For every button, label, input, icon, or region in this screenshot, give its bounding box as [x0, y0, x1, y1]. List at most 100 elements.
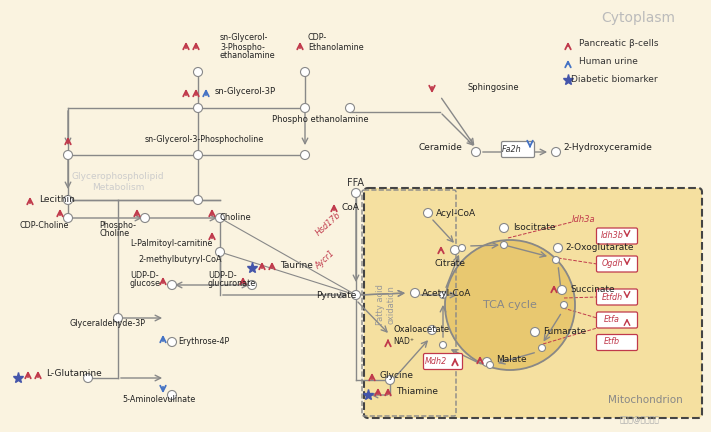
Circle shape — [351, 188, 360, 197]
Text: Acetyl-CoA: Acetyl-CoA — [422, 289, 471, 298]
Circle shape — [247, 280, 257, 289]
Circle shape — [410, 289, 419, 298]
Text: glucose: glucose — [130, 280, 161, 289]
Text: 2-Oxoglutarate: 2-Oxoglutarate — [565, 244, 634, 252]
Text: Phospho ethanolamine: Phospho ethanolamine — [272, 115, 368, 124]
Text: Human urine: Human urine — [579, 57, 638, 67]
Text: Oxaloacetate: Oxaloacetate — [393, 325, 449, 334]
Text: sn-Glycerol-3P: sn-Glycerol-3P — [215, 88, 276, 96]
Circle shape — [63, 196, 73, 204]
Text: 2-methylbutyryl-CoA: 2-methylbutyryl-CoA — [138, 255, 222, 264]
FancyBboxPatch shape — [597, 256, 638, 272]
Text: Idh3a: Idh3a — [572, 216, 596, 225]
Text: Etfdh: Etfdh — [602, 292, 623, 302]
Circle shape — [215, 213, 225, 222]
Circle shape — [483, 358, 491, 366]
Circle shape — [530, 327, 540, 337]
Circle shape — [424, 209, 432, 217]
Text: Fatty acid
oxidation: Fatty acid oxidation — [376, 285, 396, 325]
Text: Glycine: Glycine — [380, 372, 414, 381]
Circle shape — [168, 337, 176, 346]
Text: Sphingosine: Sphingosine — [468, 83, 520, 92]
Text: L-Palmitoyl-carnitine: L-Palmitoyl-carnitine — [130, 238, 213, 248]
Text: L-Glutamine: L-Glutamine — [46, 369, 102, 378]
Text: TCA cycle: TCA cycle — [483, 300, 537, 310]
FancyBboxPatch shape — [501, 142, 535, 158]
Circle shape — [500, 223, 508, 232]
Circle shape — [301, 150, 309, 159]
Circle shape — [439, 292, 447, 299]
Circle shape — [557, 286, 567, 295]
Circle shape — [301, 67, 309, 76]
Text: 搜狐号@欧导生利: 搜狐号@欧导生利 — [620, 416, 660, 425]
FancyBboxPatch shape — [597, 228, 638, 244]
Text: Etfa: Etfa — [604, 315, 620, 324]
Text: 3-Phospho-: 3-Phospho- — [220, 42, 265, 51]
Text: Fa2h: Fa2h — [502, 144, 522, 153]
Text: Hsd17b: Hsd17b — [314, 210, 343, 238]
Text: Diabetic biomarker: Diabetic biomarker — [571, 76, 657, 85]
Circle shape — [301, 104, 309, 112]
Circle shape — [552, 147, 560, 156]
Text: Idh3b: Idh3b — [601, 232, 624, 241]
Text: Citrate: Citrate — [434, 258, 466, 267]
Text: Cytoplasm: Cytoplasm — [601, 11, 675, 25]
Circle shape — [63, 150, 73, 159]
Text: Mdh2: Mdh2 — [425, 356, 447, 365]
Text: Taurine: Taurine — [280, 260, 313, 270]
Text: UDP-D-: UDP-D- — [208, 271, 237, 280]
FancyBboxPatch shape — [424, 353, 462, 369]
Text: Pyruvate: Pyruvate — [316, 290, 356, 299]
Circle shape — [193, 104, 203, 112]
Circle shape — [168, 280, 176, 289]
Circle shape — [351, 290, 360, 299]
Circle shape — [459, 245, 466, 251]
Circle shape — [193, 67, 203, 76]
Text: NAD⁺: NAD⁺ — [393, 337, 414, 346]
Circle shape — [385, 375, 395, 384]
Text: Lecithin: Lecithin — [39, 196, 75, 204]
Text: sn-Glycerol-: sn-Glycerol- — [220, 34, 268, 42]
Text: CDP-Choline: CDP-Choline — [20, 222, 70, 231]
Circle shape — [553, 244, 562, 252]
Text: Glycerophospholipid
Metabolism: Glycerophospholipid Metabolism — [72, 172, 164, 192]
Circle shape — [193, 150, 203, 159]
Text: UDP-D-: UDP-D- — [130, 271, 159, 280]
Circle shape — [538, 344, 545, 352]
Text: sn-Glycerol-3-Phosphocholine: sn-Glycerol-3-Phosphocholine — [145, 136, 264, 144]
Circle shape — [141, 213, 149, 222]
Circle shape — [552, 257, 560, 264]
Text: Ethanolamine: Ethanolamine — [308, 44, 363, 53]
FancyBboxPatch shape — [364, 188, 702, 418]
Text: Succinate: Succinate — [570, 286, 614, 295]
Text: Aycr1: Aycr1 — [314, 249, 336, 271]
Text: Thiamine: Thiamine — [396, 388, 438, 397]
Circle shape — [346, 104, 355, 112]
Text: Choline: Choline — [220, 213, 252, 222]
Text: CoA: CoA — [342, 203, 360, 212]
Circle shape — [445, 240, 575, 370]
Circle shape — [63, 213, 73, 222]
Circle shape — [215, 248, 225, 257]
Text: Etfb: Etfb — [604, 337, 620, 346]
Text: Phospho-: Phospho- — [99, 222, 136, 231]
Text: 5-Aminolevulinate: 5-Aminolevulinate — [122, 396, 196, 404]
Circle shape — [451, 245, 459, 254]
Text: Isocitrate: Isocitrate — [513, 223, 555, 232]
FancyBboxPatch shape — [597, 289, 638, 305]
Circle shape — [114, 314, 122, 323]
Circle shape — [193, 196, 203, 204]
Text: CDP-: CDP- — [308, 34, 327, 42]
Text: Malate: Malate — [496, 356, 527, 365]
Circle shape — [168, 391, 176, 400]
Text: FFA: FFA — [348, 178, 365, 188]
Text: ethanolamine: ethanolamine — [220, 51, 276, 60]
FancyBboxPatch shape — [597, 312, 638, 328]
Text: Pancreatic β-cells: Pancreatic β-cells — [579, 39, 659, 48]
Text: glucuronate: glucuronate — [208, 280, 256, 289]
Circle shape — [439, 342, 447, 349]
Text: Mitochondrion: Mitochondrion — [608, 395, 683, 405]
Circle shape — [501, 241, 508, 248]
FancyBboxPatch shape — [597, 334, 638, 350]
Text: Glyceraldehyde-3P: Glyceraldehyde-3P — [70, 318, 146, 327]
